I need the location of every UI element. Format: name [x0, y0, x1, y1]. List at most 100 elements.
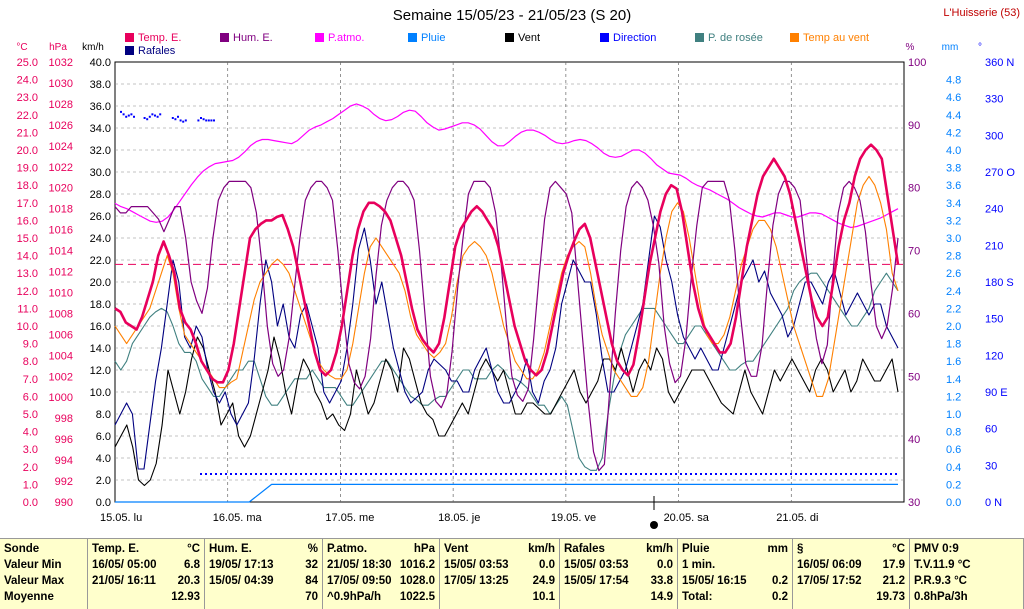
direction-point	[130, 113, 133, 116]
dir-axis-tick: 270 O	[985, 167, 1015, 179]
legend-label: Rafales	[138, 45, 176, 57]
direction-point	[500, 473, 502, 475]
legend-label: Hum. E.	[233, 32, 273, 44]
direction-point	[360, 473, 362, 475]
direction-point	[745, 473, 747, 475]
direction-point	[830, 473, 832, 475]
direction-point	[570, 473, 572, 475]
direction-point	[435, 473, 437, 475]
press-axis-tick: 990	[55, 497, 73, 509]
table-cell: 19.73	[797, 589, 905, 605]
direction-point	[177, 115, 179, 118]
cell-value: %	[307, 543, 318, 555]
direction-point	[885, 473, 887, 475]
axis-units: °C hPa km/h % mm °	[16, 42, 982, 53]
wind-axis-tick: 20.0	[90, 277, 111, 289]
cell-value: 1016.2	[399, 559, 435, 571]
rain-axis-tick: 0.6	[946, 444, 961, 456]
x-tick-label: 18.05. je	[438, 512, 480, 524]
table-cell: T.V.11.9 °C	[914, 557, 1019, 573]
x-tick-label: 16.05. ma	[213, 512, 263, 524]
cell-label: 17/05/ 13:25	[444, 575, 509, 587]
direction-point	[490, 473, 492, 475]
legend-label: Pluie	[421, 32, 445, 44]
series-pluie	[115, 483, 898, 503]
direction-point	[120, 110, 122, 113]
rain-axis-tick: 1.8	[946, 339, 961, 351]
unit-rain: mm	[942, 42, 959, 53]
direction-point	[380, 473, 382, 475]
direction-point	[210, 119, 213, 122]
dir-axis-tick: 240	[985, 204, 1003, 216]
direction-point	[460, 473, 462, 475]
wind-axis-tick: 32.0	[90, 145, 111, 157]
direction-point	[156, 115, 159, 118]
direction-point	[400, 473, 402, 475]
direction-point	[470, 473, 472, 475]
unit-press: hPa	[49, 42, 67, 53]
temp-axis-tick: 4.0	[23, 427, 38, 439]
series-p-de-ros-e	[114, 272, 899, 471]
dir-axis-tick: 360 N	[985, 57, 1014, 69]
press-axis-tick: 1022	[49, 162, 73, 174]
wind-axis-tick: 10.0	[90, 387, 111, 399]
cell-label: P.R.9.3 °C	[914, 575, 967, 587]
chart-grid	[114, 61, 905, 503]
press-axis-tick: 1002	[49, 371, 73, 383]
direction-point	[315, 473, 317, 475]
table-cell: Hum. E.%	[209, 541, 318, 557]
direction-point	[810, 473, 812, 475]
hum-axis-tick: 60	[908, 308, 920, 320]
table-col-pmv: PMV 0:9 T.V.11.9 °C P.R.9.3 °C 0.8hPa/3h	[910, 539, 1024, 609]
direction-point	[410, 473, 412, 475]
direction-point	[148, 115, 151, 118]
cell-value: 20.3	[177, 575, 200, 587]
series-p-atmo-	[114, 103, 899, 229]
direction-point	[485, 473, 487, 475]
direction-point	[122, 113, 125, 116]
cell-value: 0.0	[657, 559, 673, 571]
direction-point	[151, 113, 154, 116]
hum-axis-tick: 40	[908, 434, 920, 446]
plot-frame	[114, 61, 905, 503]
unit-dir: °	[978, 42, 982, 53]
direction-point	[595, 473, 597, 475]
direction-point	[860, 473, 862, 475]
plot-series	[114, 103, 904, 503]
table-cell: 12.93	[92, 589, 200, 605]
direction-point	[465, 473, 467, 475]
legend-label: P.atmo.	[328, 32, 365, 44]
direction-point	[395, 473, 397, 475]
direction-point	[230, 473, 232, 475]
hum-axis-tick: 100	[908, 57, 926, 69]
temp-axis-tick: 25.0	[17, 57, 38, 69]
rain-axis-tick: 3.6	[946, 180, 961, 192]
cell-label: Valeur Max	[4, 575, 65, 587]
cell-value: 1028.0	[399, 575, 435, 587]
direction-point	[625, 473, 627, 475]
series-hum-e-	[114, 180, 899, 472]
direction-point	[245, 473, 247, 475]
direction-point	[182, 120, 185, 123]
legend-swatch	[790, 33, 799, 42]
direction-point	[540, 473, 542, 475]
temp-axis-tick: 2.0	[23, 462, 38, 474]
temp-axis-tick: 10.0	[17, 321, 38, 333]
direction-point	[200, 117, 202, 119]
table-cell: Sonde	[4, 541, 83, 557]
wind-axis-tick: 14.0	[90, 343, 111, 355]
direction-point	[670, 473, 672, 475]
rain-axis-tick: 1.6	[946, 356, 961, 368]
direction-point	[255, 473, 257, 475]
direction-point	[390, 473, 392, 475]
direction-point	[575, 473, 577, 475]
direction-point	[345, 473, 347, 475]
dir-axis-tick: 90 E	[985, 387, 1008, 399]
legend: Temp. E.Rafales Hum. E. P.atmo. Pluie Vent Di…	[125, 32, 869, 57]
cell-label: 16/05/ 05:00	[92, 559, 157, 571]
moon-icon	[650, 521, 658, 529]
rain-axis-tick: 4.6	[946, 92, 961, 104]
unit-hum: %	[906, 42, 915, 53]
direction-point	[855, 473, 857, 475]
direction-point	[270, 473, 272, 475]
